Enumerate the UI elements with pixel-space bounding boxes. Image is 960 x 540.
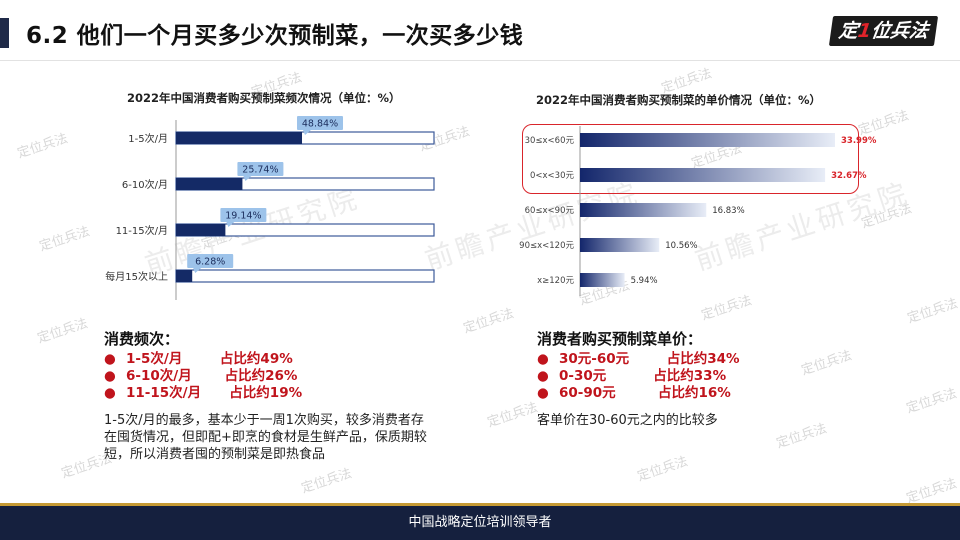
category-label: 1-5次/月	[128, 132, 168, 145]
watermark: 定位兵法	[904, 476, 959, 507]
bullet-dot-icon: ●	[537, 385, 549, 401]
data-label-pointer	[303, 130, 312, 135]
watermark: 定位兵法	[15, 131, 70, 162]
data-label: 16.83%	[712, 206, 744, 216]
bar	[176, 224, 226, 236]
price-chart-title: 2022年中国消费者购买预制菜的单价情况（单位：%）	[536, 93, 822, 107]
category-label: 每月15次以上	[105, 270, 168, 283]
bullet-dot-icon: ●	[104, 368, 116, 384]
data-label: 25.74%	[242, 165, 278, 176]
brand-logo: 定1位兵法	[828, 16, 939, 46]
watermark: 定位兵法	[635, 454, 690, 485]
data-label-bg	[297, 116, 344, 130]
price-bar-chart: 30≤x<60元 33.99% 0<x<30元 32.67% 60≤x<90元 16.83…	[519, 126, 877, 296]
bar	[580, 238, 660, 252]
list-item: ● 6-10次/月 占比约26%	[104, 368, 298, 384]
data-label-bg	[187, 254, 234, 268]
bullet-dot-icon: ●	[104, 351, 116, 367]
data-label-bg	[220, 208, 267, 222]
watermark: 定位兵法	[904, 386, 959, 417]
bullet-dot-icon: ●	[537, 368, 549, 384]
watermark: 定位兵法	[905, 296, 960, 327]
frequency-chart-title: 2022年中国消费者购买预制菜频次情况（单位：%）	[127, 91, 401, 105]
data-label-pointer	[193, 268, 202, 273]
slide-title: 6.2 他们一个月买多少次预制菜，一次买多少钱	[26, 23, 524, 49]
bar	[176, 270, 193, 282]
data-label: 19.14%	[225, 211, 261, 222]
list-item: ● 1-5次/月 占比约49%	[104, 351, 293, 367]
data-label-bg	[237, 162, 284, 176]
category-label: 0<x<30元	[530, 171, 574, 181]
category-label: 11-15次/月	[116, 224, 168, 237]
bar	[580, 133, 835, 147]
list-item: ● 60-90元 占比约16%	[537, 385, 731, 401]
bar-track	[175, 269, 435, 283]
bar	[176, 132, 303, 144]
price-summary-heading: 消费者购买预制菜单价：	[537, 330, 703, 348]
bullet-dot-icon: ●	[537, 351, 549, 367]
data-label-pointer	[243, 176, 252, 181]
data-label: 48.84%	[302, 119, 338, 130]
category-label: x≥120元	[537, 276, 574, 286]
list-item: ● 30元-60元 占比约34%	[537, 351, 740, 367]
price-summary-list: ● 30元-60元 占比约34% ● 0-30元 占比约33% ● 60-90元 占比…	[537, 351, 740, 402]
category-label: 6-10次/月	[122, 178, 168, 191]
price-explanation: 客单价在30-60元之内的比较多	[537, 413, 718, 428]
footer-accent-line	[0, 503, 960, 506]
frequency-summary: 消费频次： ● 1-5次/月 占比约49% ● 6-10次/月 占比约26% ● 11…	[104, 328, 302, 402]
watermark: 定位兵法	[799, 348, 854, 379]
data-label: 33.99%	[841, 136, 877, 146]
logo-suffix: 位兵法	[869, 20, 930, 42]
watermark: 定位兵法	[299, 466, 354, 497]
bar	[176, 178, 243, 190]
data-label: 32.67%	[831, 171, 867, 181]
data-label-pointer	[226, 222, 235, 227]
category-label: 90≤x<120元	[519, 241, 574, 251]
watermark: 定位兵法	[35, 316, 90, 347]
title-accent-bar	[0, 18, 9, 48]
frequency-explanation: 1-5次/月的最多，基本少于一周1次购买，较多消费者存在囤货情况，但即配+即烹的…	[104, 413, 427, 462]
data-label: 5.94%	[631, 276, 658, 286]
list-item: ● 0-30元 占比约33%	[537, 368, 727, 384]
data-label: 10.56%	[665, 241, 697, 251]
title-divider	[0, 60, 960, 61]
bar	[580, 168, 826, 182]
watermark: 定位兵法	[485, 400, 540, 431]
watermark: 定位兵法	[461, 306, 516, 337]
data-label: 6.28%	[195, 257, 225, 268]
price-summary: 消费者购买预制菜单价： ● 30元-60元 占比约34% ● 0-30元 占比约33…	[537, 328, 740, 402]
bullet-dot-icon: ●	[104, 385, 116, 401]
price-highlight-box	[522, 124, 859, 194]
frequency-bar-chart: 1-5次/月 48.84% 6-10次/月 25.74% 11-15次/月 19.14% 每…	[105, 116, 435, 300]
category-label: 60≤x<90元	[525, 206, 575, 216]
frequency-summary-list: ● 1-5次/月 占比约49% ● 6-10次/月 占比约26% ● 11-15次/月…	[104, 351, 302, 402]
bar	[580, 273, 625, 287]
frequency-summary-heading: 消费频次：	[104, 330, 180, 348]
category-label: 30≤x<60元	[525, 136, 575, 146]
footer-bar: 中国战略定位培训领导者	[0, 506, 960, 540]
bar	[580, 203, 707, 217]
list-item: ● 11-15次/月 占比约19%	[104, 385, 303, 401]
